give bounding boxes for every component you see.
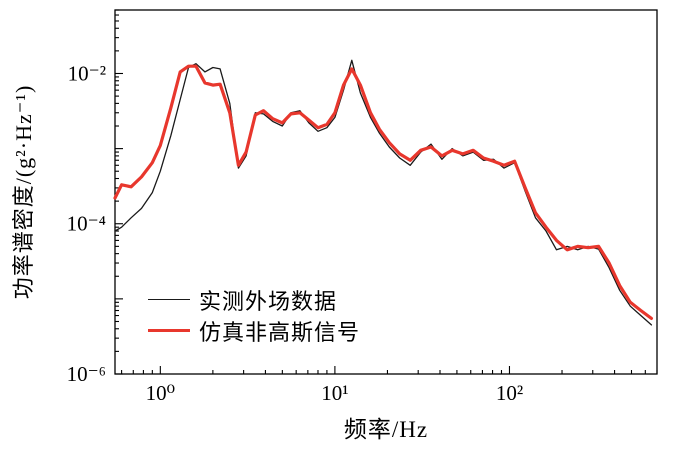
series-line-simulated — [113, 64, 654, 320]
x-axis-label: 频率/Hz — [343, 417, 429, 442]
series-line-measured — [114, 59, 653, 326]
legend-line-measured — [148, 298, 190, 301]
y-tick-label: 10⁻² — [68, 61, 106, 85]
legend-label-measured: 实测外场数据 — [199, 288, 338, 314]
plot-frame — [114, 9, 658, 375]
y-tick-label: 10⁻⁶ — [67, 362, 106, 386]
legend-line-simulated — [148, 328, 190, 333]
legend-entry-simulated: 仿真非高斯信号 — [148, 315, 360, 346]
x-tick-label: 10⁰ — [146, 381, 175, 405]
y-tick-label: 10⁻⁴ — [67, 212, 106, 236]
legend-label-simulated: 仿真非高斯信号 — [199, 319, 361, 345]
y-axis-label: 功率谱密度/(g²·Hz⁻¹) — [11, 84, 36, 300]
x-tick-label: 10² — [496, 381, 523, 405]
legend: 实测外场数据 仿真非高斯信号 — [148, 284, 360, 346]
x-tick-label: 10¹ — [321, 381, 348, 405]
legend-entry-measured: 实测外场数据 — [148, 284, 360, 315]
